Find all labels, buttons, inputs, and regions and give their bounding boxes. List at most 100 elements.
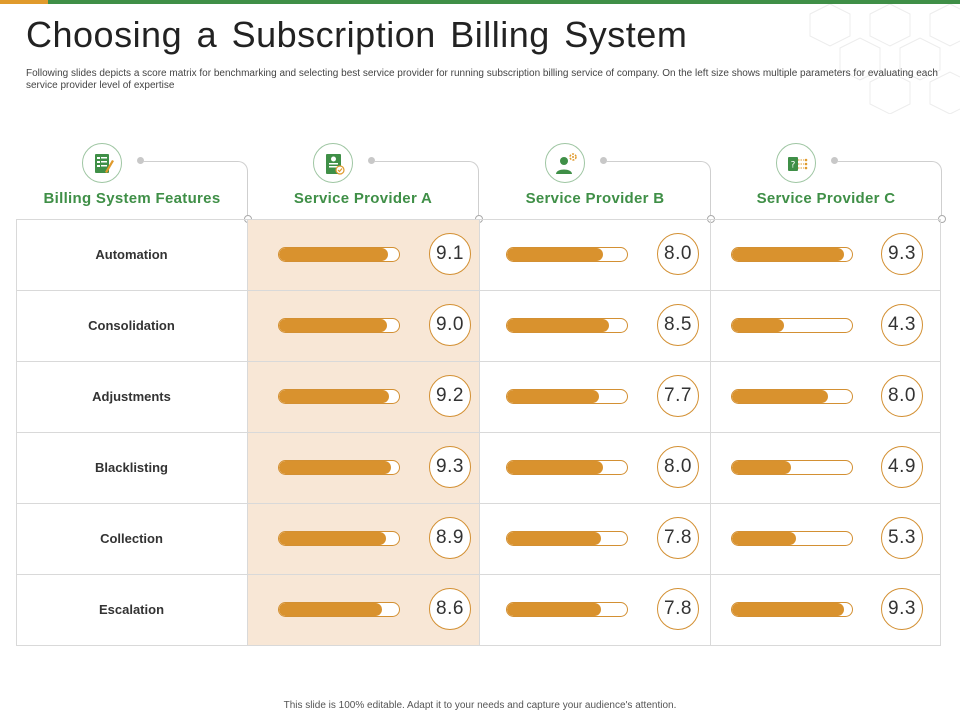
footer-note: This slide is 100% editable. Adapt it to… — [283, 700, 677, 711]
feature-label: Blacklisting — [95, 460, 168, 475]
score-value: 9.3 — [881, 233, 923, 275]
score-value: 8.5 — [657, 304, 699, 346]
score-bar-fill — [732, 532, 796, 545]
score-bar-fill — [732, 319, 784, 332]
score-bar — [506, 389, 628, 404]
score-bar-fill — [279, 532, 386, 545]
score-value: 9.3 — [881, 588, 923, 630]
checklist-icon — [82, 143, 122, 183]
grid-column-divider — [940, 219, 941, 646]
score-bar-fill — [732, 603, 844, 616]
score-value: 7.7 — [657, 375, 699, 417]
score-bar-fill — [507, 532, 601, 545]
score-bar — [278, 389, 400, 404]
score-value: 9.3 — [429, 446, 471, 488]
score-bar-fill — [279, 461, 391, 474]
column-header-features: Billing System Features — [16, 140, 248, 220]
connector-dot — [600, 157, 607, 164]
feature-label: Automation — [95, 247, 168, 262]
connector-line — [606, 161, 711, 220]
score-value: 7.8 — [657, 517, 699, 559]
score-value: 9.2 — [429, 375, 471, 417]
score-bar — [731, 602, 853, 617]
score-bar — [506, 247, 628, 262]
score-bar-fill — [732, 248, 844, 261]
table-row: Blacklisting 9.3 8.0 4.9 — [16, 432, 941, 503]
score-bar — [506, 460, 628, 475]
score-value: 4.9 — [881, 446, 923, 488]
score-value: 4.3 — [881, 304, 923, 346]
score-value: 8.9 — [429, 517, 471, 559]
score-bar-fill — [507, 603, 601, 616]
table-row: Automation 9.1 8.0 9.3 — [16, 219, 941, 290]
grid-row-divider — [16, 645, 941, 646]
table-row: Collection 8.9 7.8 5.3 — [16, 503, 941, 574]
score-bar — [731, 531, 853, 546]
score-value: 8.0 — [657, 446, 699, 488]
score-bar-fill — [732, 461, 791, 474]
connector-line — [374, 161, 479, 220]
page-subtitle: Following slides depicts a score matrix … — [26, 68, 938, 91]
top-accent-segment — [0, 0, 48, 4]
grid-column-divider — [16, 219, 17, 646]
grid-row-divider — [16, 432, 941, 433]
score-value: 8.6 — [429, 588, 471, 630]
score-bar-fill — [507, 319, 609, 332]
table-row: Consolidation 9.0 8.5 4.3 — [16, 290, 941, 361]
grid-row-divider — [16, 503, 941, 504]
score-matrix: Automation 9.1 8.0 9.3 Consolidation 9.0 8.5 4.… — [16, 219, 941, 646]
score-bar — [506, 602, 628, 617]
score-bar — [731, 389, 853, 404]
score-value: 8.0 — [657, 233, 699, 275]
score-bar-fill — [507, 461, 603, 474]
score-value: 7.8 — [657, 588, 699, 630]
grid-column-divider — [710, 219, 711, 646]
score-bar — [278, 531, 400, 546]
score-bar — [278, 318, 400, 333]
grid-column-divider — [247, 219, 248, 646]
column-header-provider-b: Service Provider B — [479, 140, 711, 220]
grid-row-divider — [16, 290, 941, 291]
column-header-provider-c: ? Service Provider C — [710, 140, 942, 220]
score-bar-fill — [279, 248, 389, 261]
score-value: 8.0 — [881, 375, 923, 417]
score-value: 5.3 — [881, 517, 923, 559]
hexagon-pattern-decoration — [809, 4, 960, 114]
feature-label: Escalation — [98, 602, 165, 617]
score-bar — [731, 460, 853, 475]
connector-line — [143, 161, 248, 220]
user-gear-icon — [545, 143, 585, 183]
grid-row-divider — [16, 361, 941, 362]
feature-label: Collection — [100, 531, 163, 546]
score-bar-fill — [279, 603, 383, 616]
column-header-label: Service Provider B — [525, 190, 665, 207]
column-header-label: Service Provider A — [293, 190, 433, 207]
score-value: 9.1 — [429, 233, 471, 275]
table-row: Escalation 8.6 7.8 9.3 — [16, 574, 941, 645]
grid-column-divider — [479, 219, 480, 646]
grid-row-divider — [16, 574, 941, 575]
feature-label: Adjustments — [92, 389, 171, 404]
grid-row-divider — [16, 219, 941, 220]
score-bar — [506, 531, 628, 546]
score-bar-fill — [279, 390, 390, 403]
score-bar-fill — [507, 390, 600, 403]
connector-line — [837, 161, 942, 220]
score-bar-fill — [279, 319, 387, 332]
connector-dot — [831, 157, 838, 164]
top-accent-bar — [0, 0, 960, 4]
score-bar-fill — [732, 390, 828, 403]
score-bar — [278, 602, 400, 617]
connector-dot — [137, 157, 144, 164]
certificate-icon — [313, 143, 353, 183]
score-bar — [506, 318, 628, 333]
column-header-label: Billing System Features — [43, 190, 221, 207]
connector-dot — [368, 157, 375, 164]
svg-text:?: ? — [791, 161, 796, 171]
page-title: Choosing a Subscription Billing System — [26, 14, 688, 55]
score-bar — [731, 247, 853, 262]
score-bar — [731, 318, 853, 333]
score-bar — [278, 247, 400, 262]
score-bar-fill — [507, 248, 603, 261]
table-row: Adjustments 9.2 7.7 8.0 — [16, 361, 941, 432]
